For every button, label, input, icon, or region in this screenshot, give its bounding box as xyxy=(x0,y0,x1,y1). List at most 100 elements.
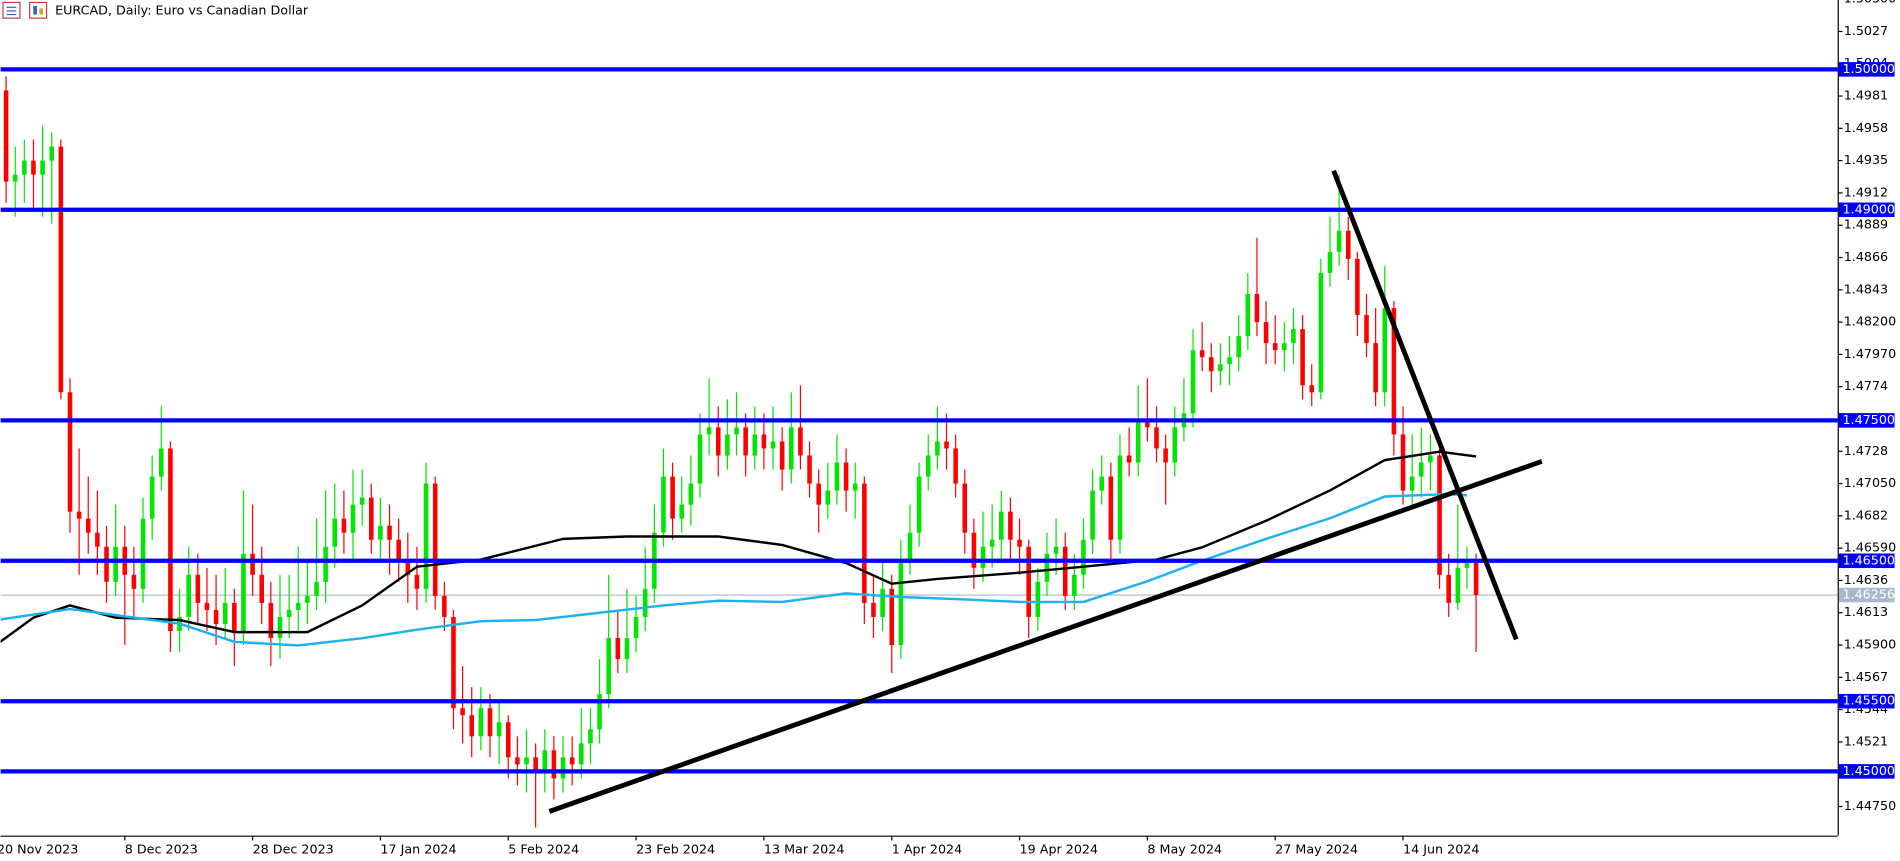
candle-body xyxy=(989,539,995,547)
candle-body xyxy=(1135,420,1141,463)
candle-body xyxy=(1254,294,1260,323)
icon-chart[interactable] xyxy=(29,1,48,19)
candle-body xyxy=(670,476,675,519)
candle-body xyxy=(615,638,621,660)
candle-body xyxy=(798,427,803,456)
candle-body xyxy=(259,574,265,603)
candle-body xyxy=(624,638,630,660)
level-label: 1.45500 xyxy=(1842,693,1895,708)
y-tick-label: 1.50500 xyxy=(1844,0,1897,6)
y-tick-label: 1.48200 xyxy=(1844,314,1897,329)
candle-body xyxy=(1263,322,1269,344)
candle-body xyxy=(323,546,328,582)
candle-body xyxy=(1272,343,1278,351)
candle-body xyxy=(1455,567,1461,603)
x-tick-label: 1 Apr 2024 xyxy=(892,842,962,857)
candle-body xyxy=(962,483,968,533)
candle-body xyxy=(1309,385,1315,393)
candle-body xyxy=(295,602,301,610)
level-label: 1.47500 xyxy=(1842,412,1895,427)
level-label: 1.46500 xyxy=(1842,552,1895,567)
candle-body xyxy=(341,518,347,533)
level-label: 1.49000 xyxy=(1842,201,1895,216)
y-tick-label: 1.47050 xyxy=(1844,475,1897,490)
x-tick-label: 23 Feb 2024 xyxy=(636,842,715,857)
level-label-box xyxy=(1838,693,1895,709)
candle-body xyxy=(1464,560,1470,568)
candle-body xyxy=(515,757,520,765)
candle-body xyxy=(1108,476,1114,540)
candle-body xyxy=(816,483,821,505)
candle-body xyxy=(1446,574,1451,603)
candle-body xyxy=(268,602,274,639)
candle-body xyxy=(1300,329,1305,386)
level-label-box xyxy=(1838,62,1895,77)
candle-body xyxy=(451,616,456,709)
candle-body xyxy=(551,750,557,779)
candle-body xyxy=(3,90,9,182)
y-tick-label: 1.47970 xyxy=(1844,346,1897,361)
candle-body xyxy=(907,532,913,561)
candle-body xyxy=(971,532,977,568)
candle-body xyxy=(95,532,100,547)
x-tick-label: 20 Nov 2023 xyxy=(0,842,78,857)
candle-body xyxy=(743,427,748,456)
candle-body xyxy=(442,595,447,617)
candle-body xyxy=(1437,455,1442,575)
candle-body xyxy=(1400,434,1406,491)
candle-body xyxy=(1017,539,1022,547)
candle-body xyxy=(560,757,566,779)
plot-area xyxy=(0,67,1838,828)
moving-average xyxy=(0,450,1477,644)
candle-body xyxy=(1053,546,1059,554)
candle-body xyxy=(1026,546,1031,617)
candle-body xyxy=(186,574,191,617)
candle-body xyxy=(706,427,712,435)
candle-body xyxy=(423,483,429,589)
candle-body xyxy=(104,546,109,582)
candle-body xyxy=(168,448,173,631)
candle-body xyxy=(1419,462,1424,477)
candle-body xyxy=(241,553,246,631)
candle-body xyxy=(579,743,584,765)
candle-body xyxy=(1035,581,1041,617)
y-tick-label: 1.4889 xyxy=(1844,217,1888,232)
icon-chart-bar xyxy=(33,6,37,15)
candle-body xyxy=(31,160,36,175)
candle-body xyxy=(1428,455,1433,463)
candle-body xyxy=(405,560,411,575)
candle-body xyxy=(1190,350,1196,414)
candle-body xyxy=(496,722,502,737)
candle-body xyxy=(1473,560,1479,596)
candle-body xyxy=(1291,329,1296,344)
candle-body xyxy=(213,609,219,624)
y-tick-label: 1.4958 xyxy=(1844,120,1888,135)
candle-body xyxy=(1236,336,1241,358)
candle-body xyxy=(1218,364,1223,372)
candle-body xyxy=(140,518,146,589)
candle-body xyxy=(588,729,593,744)
y-tick-label: 1.4912 xyxy=(1844,184,1888,199)
candle-body xyxy=(944,441,949,449)
candle-body xyxy=(460,708,465,716)
candle-body xyxy=(569,757,575,765)
candle-body xyxy=(533,757,538,772)
y-tick-label: 1.4935 xyxy=(1844,152,1888,167)
candle-body xyxy=(505,722,511,758)
candle-body xyxy=(131,574,137,589)
x-tick-label: 13 Mar 2024 xyxy=(764,842,845,857)
candle-body xyxy=(1373,343,1378,393)
candle-body xyxy=(332,518,338,547)
candle-body xyxy=(1172,427,1178,463)
y-tick-label: 1.46590 xyxy=(1844,540,1897,555)
candle-body xyxy=(862,483,867,603)
candle-body xyxy=(725,434,730,456)
x-tick-label: 5 Feb 2024 xyxy=(508,842,579,857)
y-tick-label: 1.5027 xyxy=(1844,23,1888,38)
candle-body xyxy=(414,574,420,589)
candle-body xyxy=(286,609,292,617)
candle-body xyxy=(633,616,639,639)
candle-body xyxy=(770,441,776,449)
x-tick-label: 19 Apr 2024 xyxy=(1020,842,1099,857)
